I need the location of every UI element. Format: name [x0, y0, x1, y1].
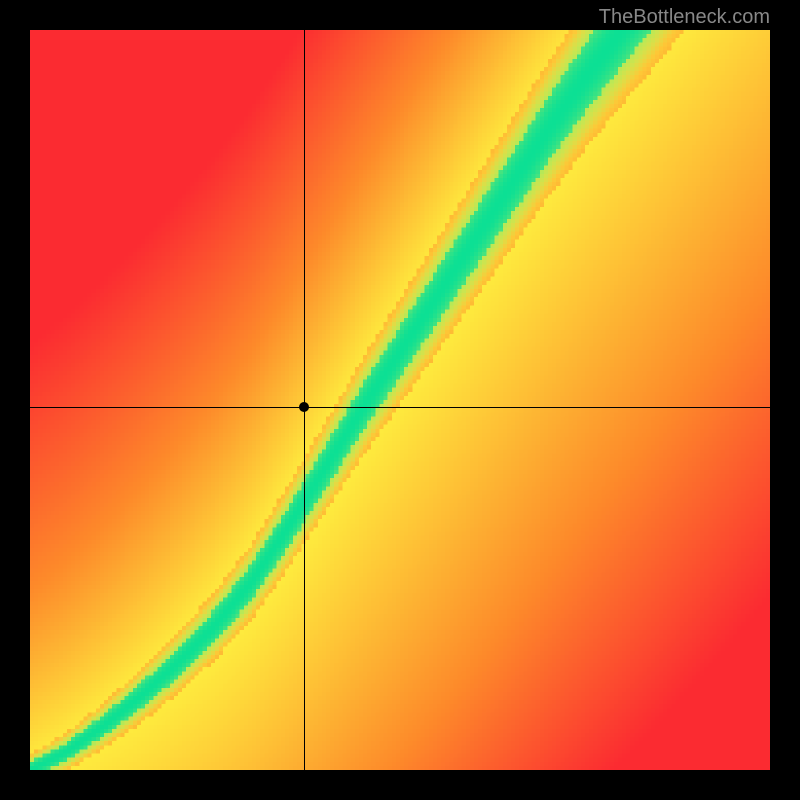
watermark-text: TheBottleneck.com	[599, 6, 770, 29]
heatmap-plot	[30, 30, 770, 770]
crosshair-horizontal	[30, 407, 770, 408]
heatmap-canvas	[30, 30, 770, 770]
crosshair-marker	[299, 402, 309, 412]
crosshair-vertical	[304, 30, 305, 770]
